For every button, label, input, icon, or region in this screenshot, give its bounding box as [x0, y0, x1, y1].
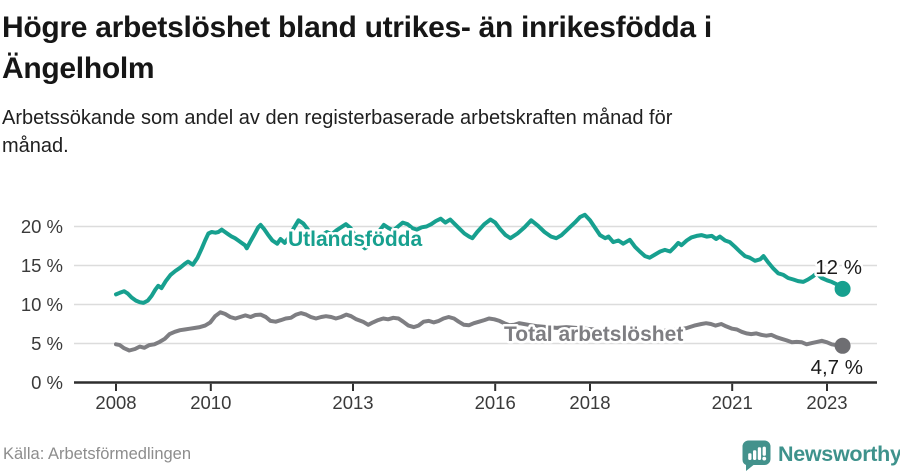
x-axis-tick-label: 2016 — [475, 392, 516, 413]
newsworthy-logo: Newsworthy — [740, 438, 900, 472]
x-axis-tick-label: 2021 — [712, 392, 753, 413]
x-axis-tick-label: 2023 — [806, 392, 847, 413]
x-axis-tick-label: 2010 — [190, 392, 231, 413]
title-line-2: Ängelholm — [2, 52, 155, 86]
total-line — [114, 310, 845, 353]
x-axis-tick-label: 2008 — [95, 392, 136, 413]
chart-annotation: Total arbetslöshet — [504, 323, 683, 346]
source-note: Källa: Arbetsförmedlingen — [3, 445, 192, 463]
x-axis-tick-label: 2013 — [332, 392, 373, 413]
newsworthy-speech-bubble-chart-icon — [742, 440, 771, 471]
y-axis-tick-label: 10 % — [21, 294, 63, 315]
x-axis-tick-label: 2018 — [569, 392, 610, 413]
chart-subtitle: Arbetssökande som andel av den registerb… — [2, 107, 673, 157]
y-axis-tick-label: 5 % — [31, 333, 63, 354]
y-axis-tick-label: 15 % — [21, 255, 63, 276]
y-axis-tick-label: 0 % — [31, 372, 63, 393]
chart-annotation: 4,7 % — [811, 356, 863, 379]
y-axis-tick-label: 20 % — [21, 216, 63, 237]
chart-annotation: 12 % — [815, 256, 862, 279]
utlandsfodda-line — [114, 212, 845, 305]
page-title: Högre arbetslöshet bland utrikes- än inr… — [2, 7, 888, 90]
unemployment-line-chart: 0 % 5 % 10 % 15 % 20 % 2008 2010 2013 2016 2018 20… — [21, 212, 877, 413]
title-line-1: Högre arbetslöshet bland utrikes- än inr… — [2, 11, 712, 44]
utlandsfodda-endpoint-dot — [834, 280, 851, 297]
newsworthy-wordmark: Newsworthy — [778, 442, 900, 466]
total-endpoint-dot — [834, 337, 851, 354]
chart-annotation: Utlandsfödda — [288, 228, 422, 251]
